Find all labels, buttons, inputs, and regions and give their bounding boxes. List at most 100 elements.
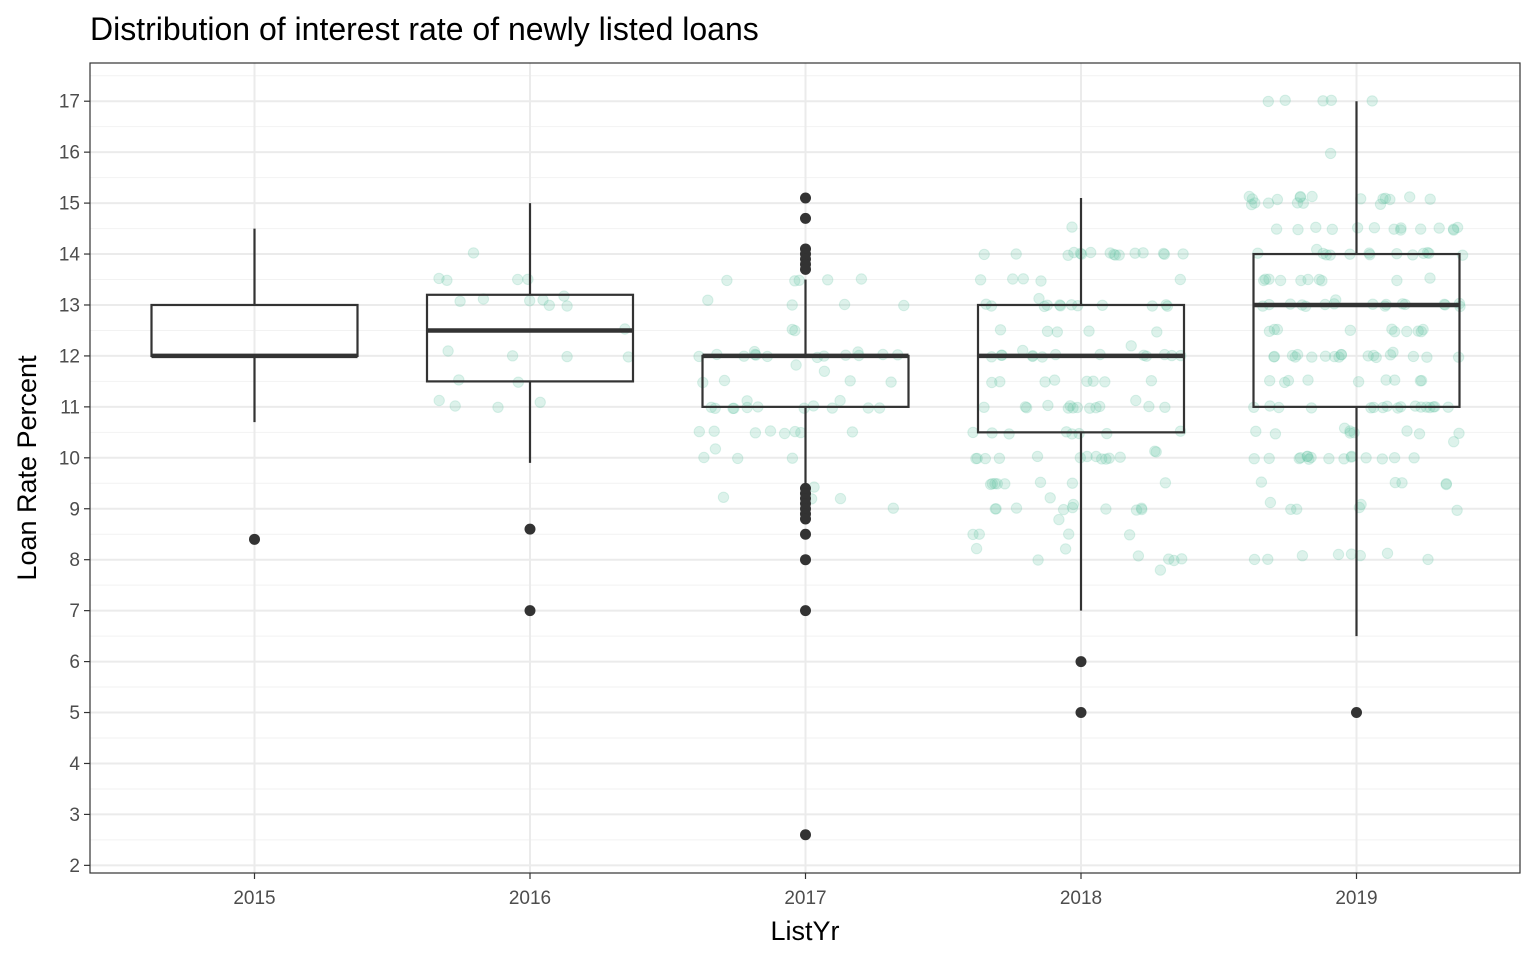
jitter-point — [1451, 221, 1464, 234]
jitter-point — [1408, 452, 1420, 464]
jitter-point — [786, 323, 798, 336]
jitter-point — [1302, 273, 1314, 286]
chart-title: Distribution of interest rate of newly l… — [90, 11, 759, 47]
jitter-point — [1384, 349, 1397, 361]
jitter-point — [702, 294, 714, 306]
jitter-point — [1271, 323, 1284, 336]
jitter-point — [1451, 504, 1463, 516]
jitter-point — [1392, 402, 1404, 414]
jitter-point — [1301, 450, 1313, 463]
jitter-point — [1388, 223, 1400, 235]
jitter-point — [1094, 400, 1106, 413]
jitter-point — [1384, 193, 1396, 206]
jitter-point — [1125, 340, 1137, 352]
y-axis: 2 3 4 5 6 7 8 9 10 11 12 13 14 15 16 17 — [59, 92, 90, 877]
jitter-point — [1389, 476, 1402, 489]
jitter-point — [1453, 427, 1465, 439]
jitter-point — [1090, 402, 1102, 414]
jitter-point — [994, 324, 1007, 336]
jitter-point — [522, 273, 534, 285]
jitter-point — [534, 396, 546, 408]
jitter-point — [1246, 193, 1259, 205]
jitter-point — [778, 427, 791, 440]
jitter-point — [789, 324, 801, 337]
jitter-point — [984, 478, 997, 491]
y-tick-label: 3 — [69, 805, 80, 826]
jitter-point — [1352, 376, 1365, 388]
jitter-point — [1174, 273, 1187, 286]
jitter-point — [1007, 273, 1019, 285]
jitter-point — [1271, 193, 1284, 206]
jitter-point — [1414, 375, 1427, 387]
jitter-point — [1071, 401, 1084, 414]
jitter-point — [978, 401, 990, 413]
jitter-point — [1042, 399, 1054, 412]
jitter-point — [1108, 248, 1120, 261]
jitter-point — [454, 295, 466, 307]
jitter-point — [1415, 325, 1428, 338]
jitter-point — [1031, 450, 1044, 463]
jitter-point — [1048, 374, 1061, 386]
jitter-point — [846, 426, 859, 438]
jitter-point — [1316, 275, 1328, 287]
jitter-point — [453, 374, 465, 386]
outlier-point — [800, 605, 811, 617]
x-axis: 2015 2016 2017 2018 2019 — [233, 873, 1378, 909]
jitter-point — [1366, 95, 1378, 107]
jitter-point — [1424, 272, 1436, 284]
jitter-point — [558, 290, 570, 302]
jitter-point — [1161, 300, 1174, 312]
jitter-point — [1150, 446, 1162, 458]
jitter-point — [1440, 478, 1453, 491]
jitter-point — [1255, 476, 1268, 488]
jitter-point — [1158, 248, 1171, 261]
jitter-point — [887, 502, 899, 514]
jitter-point — [1017, 273, 1029, 285]
jitter-point — [1068, 246, 1080, 259]
box — [425, 293, 635, 383]
jitter-point — [1380, 374, 1392, 386]
jitter-point — [1268, 323, 1281, 336]
jitter-point — [1051, 326, 1064, 338]
jitter-point — [1335, 348, 1348, 361]
jitter-point — [1413, 428, 1426, 440]
jitter-point — [1374, 198, 1387, 211]
jitter-point — [693, 425, 705, 438]
jitter-point — [1301, 450, 1314, 462]
jitter-point — [1302, 374, 1314, 386]
jitter-point — [1344, 425, 1356, 437]
jitter-point — [1135, 502, 1148, 514]
jitter-point — [467, 247, 480, 259]
jitter-point — [1010, 248, 1022, 260]
jitter-point — [1259, 273, 1272, 285]
jitter-point — [1034, 476, 1047, 488]
jitter-point — [1010, 502, 1023, 514]
jitter-point — [1130, 394, 1142, 407]
jitter-point — [1285, 503, 1297, 515]
y-tick-label: 16 — [59, 143, 80, 164]
jitter-point — [1326, 223, 1339, 236]
jitter-point — [1292, 223, 1304, 236]
jitter-point — [1396, 477, 1408, 489]
jitter-point — [967, 426, 979, 439]
jitter-point — [798, 402, 810, 414]
jitter-point — [1099, 376, 1111, 388]
jitter-point — [1323, 452, 1335, 465]
jitter-point — [1100, 453, 1112, 465]
jitter-point — [1033, 292, 1045, 305]
jitter-point — [1360, 452, 1372, 464]
jitter-point — [709, 443, 722, 455]
jitter-point — [1123, 529, 1136, 541]
jitter-point — [561, 300, 573, 312]
jitter-point — [1066, 501, 1079, 514]
jitter-point — [727, 402, 739, 415]
jitter-point — [1381, 547, 1394, 559]
jitter-point — [1090, 450, 1102, 463]
jitter-point — [1003, 428, 1015, 440]
jitter-point — [1064, 400, 1076, 412]
jitter-point — [1415, 223, 1427, 235]
jitter-point — [1351, 222, 1364, 234]
jitter-point — [1243, 190, 1256, 203]
jitter-point — [1422, 553, 1434, 566]
